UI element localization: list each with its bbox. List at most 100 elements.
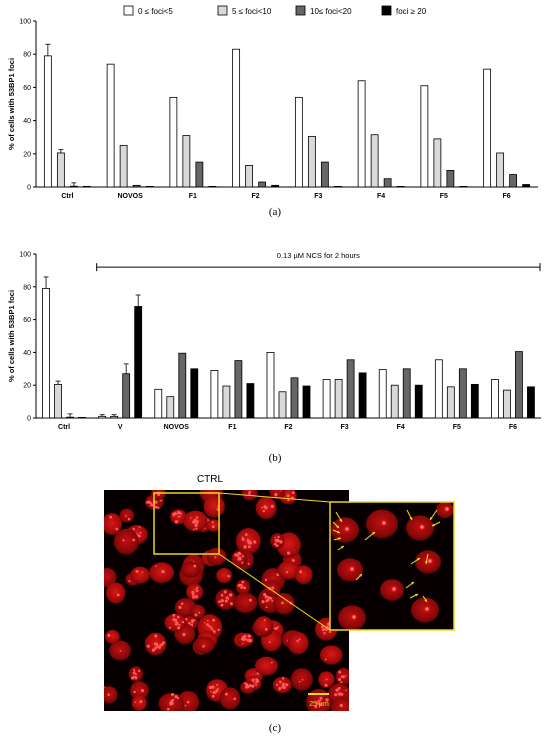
zoom-cell <box>406 515 434 541</box>
focus <box>194 523 198 527</box>
x-tick-label: F1 <box>189 193 197 200</box>
nucleus <box>186 583 204 601</box>
focus <box>253 540 257 544</box>
bar <box>271 184 280 188</box>
focus <box>186 700 190 704</box>
bar <box>509 174 518 188</box>
nucleus <box>320 645 343 665</box>
focus <box>177 515 180 518</box>
focus <box>116 593 120 597</box>
legend-swatch <box>217 5 228 16</box>
focus <box>154 646 157 650</box>
cell <box>149 562 174 583</box>
focus <box>178 624 181 627</box>
nucleus <box>203 495 225 518</box>
focus <box>151 648 156 652</box>
x-tick-label: V <box>118 424 123 431</box>
focus <box>262 509 265 513</box>
nucleus <box>206 547 227 566</box>
bar <box>278 391 287 419</box>
zoom-focus <box>348 565 356 573</box>
focus <box>247 562 250 565</box>
bar <box>66 416 74 419</box>
cell <box>235 528 261 555</box>
focus <box>264 595 268 599</box>
focus <box>325 698 329 702</box>
focus <box>138 535 141 538</box>
focus <box>209 690 212 693</box>
bar <box>182 135 191 188</box>
cells <box>104 490 349 711</box>
focus <box>177 626 181 630</box>
cell <box>254 656 279 676</box>
focus <box>225 596 229 600</box>
x-tick-label: F1 <box>228 424 236 431</box>
focus <box>172 698 175 702</box>
y-tick-label: 60 <box>23 317 31 324</box>
focus <box>196 586 199 589</box>
x-tick-label: F4 <box>397 424 405 431</box>
cell <box>104 686 118 704</box>
nucleus <box>104 686 118 704</box>
cell <box>219 687 241 710</box>
focus <box>324 683 328 687</box>
arrow-head <box>417 558 420 561</box>
bar <box>433 138 442 188</box>
bar <box>43 55 52 188</box>
focus <box>241 536 244 539</box>
focus <box>171 693 175 697</box>
panel-a-label: (a) <box>268 206 282 218</box>
focus <box>319 702 322 706</box>
focus <box>155 642 159 646</box>
micrograph-panel: CTRL 25 µm <box>104 474 455 711</box>
focus <box>279 490 283 491</box>
nucleus <box>287 631 309 655</box>
focus <box>193 619 196 622</box>
focus <box>224 599 228 603</box>
focus <box>255 679 258 682</box>
focus <box>229 602 233 606</box>
focus <box>189 517 192 519</box>
bar <box>294 96 303 188</box>
cell <box>318 671 335 688</box>
focus <box>277 626 279 629</box>
focus <box>281 601 284 605</box>
cell <box>186 583 204 601</box>
y-tick-label: 100 <box>19 252 31 259</box>
focus <box>192 528 195 531</box>
focus <box>192 595 195 599</box>
legend-label: 10≤ foci<20 <box>310 7 352 16</box>
focus <box>172 514 175 517</box>
focus <box>211 694 215 698</box>
foci-arrows <box>332 509 441 603</box>
x-tick-label: F5 <box>440 193 448 200</box>
y-axis-title: % of cells with 53BP1 foci <box>7 290 16 382</box>
focus <box>157 506 160 510</box>
focus <box>180 602 184 605</box>
focus <box>141 571 144 573</box>
y-tick-label: 80 <box>23 284 31 291</box>
focus <box>299 570 303 574</box>
bar <box>169 96 178 188</box>
focus <box>132 668 135 671</box>
arrow-head <box>409 517 413 520</box>
focus <box>340 692 344 696</box>
focus <box>122 539 125 542</box>
nucleus <box>254 656 279 676</box>
zoom-cell <box>331 517 359 543</box>
bar <box>258 181 267 188</box>
focus <box>174 695 178 699</box>
focus <box>247 545 251 549</box>
focus <box>160 643 164 647</box>
bar <box>145 185 154 188</box>
arrow-head <box>415 593 418 597</box>
focus <box>282 686 285 689</box>
zoom-focus <box>426 557 434 565</box>
focus <box>314 705 318 709</box>
focus <box>132 538 136 542</box>
focus <box>182 632 186 637</box>
cell <box>335 667 349 686</box>
focus <box>212 629 216 633</box>
x-tick-label: F3 <box>314 193 322 200</box>
bar <box>119 145 128 188</box>
